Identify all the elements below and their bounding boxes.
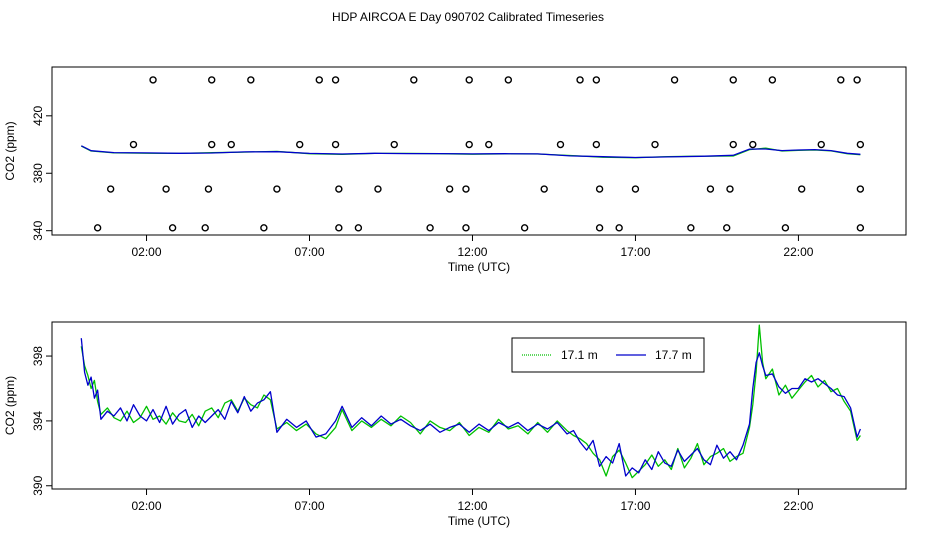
x-tick-label: 17:00: [620, 245, 650, 259]
calibration-marker: [426, 224, 434, 232]
calibration-marker: [390, 140, 398, 149]
calibration-marker: [462, 224, 470, 232]
calibration-marker: [768, 76, 777, 84]
y-axis-label: CO2 (ppm): [3, 376, 17, 435]
calibration-marker: [817, 140, 825, 149]
calibration-marker: [726, 185, 734, 193]
calibration-marker: [797, 185, 806, 193]
calibration-marker: [595, 224, 604, 232]
calibration-marker: [592, 140, 601, 149]
x-tick-label: 12:00: [457, 499, 487, 513]
calibration-marker: [615, 224, 623, 232]
calibration-marker: [335, 224, 343, 232]
x-axis-label: Time (UTC): [448, 260, 510, 274]
calibration-marker: [227, 140, 235, 149]
calibration-marker: [273, 185, 281, 193]
x-tick-label: 17:00: [620, 499, 650, 513]
x-tick-label: 02:00: [132, 245, 162, 259]
calibration-marker: [204, 185, 213, 193]
calibration-marker: [670, 76, 679, 84]
calibration-marker: [781, 224, 790, 232]
calibration-marker: [354, 224, 363, 232]
calibration-marker: [208, 140, 216, 149]
calibration-marker: [723, 224, 731, 232]
x-tick-label: 12:00: [457, 245, 487, 259]
series-line-17-7-m: [81, 145, 861, 159]
calibration-marker: [706, 185, 715, 193]
calibration-marker: [729, 76, 737, 84]
calibration-marker: [162, 185, 170, 193]
calibration-marker: [853, 76, 861, 84]
calibration-marker: [331, 76, 340, 84]
calibration-marker: [129, 140, 138, 149]
co2-markers-panel: 02:00 07:00 12:00 17:00 22:00 340 380 420 Time (…: [3, 66, 907, 274]
calibration-marker: [296, 140, 304, 149]
calibration-marker: [331, 140, 340, 149]
calibration-marker: [465, 140, 473, 149]
calibration-marker: [410, 76, 418, 84]
calibration-marker: [465, 76, 473, 84]
legend-label: 17.1 m: [561, 348, 598, 362]
calibration-marker: [260, 224, 268, 232]
calibration-marker: [149, 76, 157, 84]
calibration-marker: [592, 76, 601, 84]
co2-timeseries-panel: 02:00 07:00 12:00 17:00 22:00 390 394 398 Time (…: [3, 321, 907, 528]
calibration-marker: [520, 224, 529, 232]
plot-frame: [51, 321, 907, 490]
calibration-marker: [651, 140, 659, 149]
calibration-marker: [201, 224, 209, 232]
calibration-marker: [856, 185, 865, 193]
calibration-marker: [106, 185, 115, 193]
y-tick-label: 420: [31, 105, 45, 125]
legend-label: 17.7 m: [655, 348, 692, 362]
calibration-marker: [208, 76, 216, 84]
x-tick-label: 07:00: [294, 499, 324, 513]
calibration-marker: [556, 140, 565, 149]
calibration-marker: [837, 76, 845, 84]
x-axis-label: Time (UTC): [448, 514, 510, 528]
calibration-marker: [729, 140, 737, 149]
calibration-marker: [540, 185, 548, 193]
calibration-marker: [856, 140, 865, 149]
calibration-marker: [315, 76, 323, 84]
calibration-marker: [335, 185, 343, 193]
calibration-marker: [247, 76, 255, 84]
calibration-marker: [631, 185, 640, 193]
calibration-marker: [504, 76, 513, 84]
calibration-marker: [687, 224, 695, 232]
calibration-marker: [576, 76, 584, 84]
plot-frame: [51, 66, 907, 236]
calibration-marker: [374, 185, 382, 193]
calibration-marker: [595, 185, 604, 193]
calibration-marker: [856, 224, 865, 232]
calibration-marker: [485, 140, 493, 149]
calibration-marker: [445, 185, 454, 193]
y-axis-label: CO2 (ppm): [3, 121, 17, 180]
x-tick-label: 22:00: [783, 499, 813, 513]
y-tick-label: 380: [31, 163, 45, 183]
series-line-17-1-m: [80, 324, 861, 479]
y-tick-label: 340: [31, 220, 45, 240]
calibration-marker: [168, 224, 177, 232]
calibration-marker: [93, 224, 102, 232]
figure-title: HDP AIRCOA E Day 090702 Calibrated Times…: [332, 10, 604, 24]
series-line-17-7-m: [80, 338, 862, 477]
y-tick-label: 398: [31, 346, 45, 366]
y-tick-label: 394: [31, 411, 45, 431]
y-tick-label: 390: [31, 475, 45, 495]
calibration-marker: [749, 140, 757, 149]
x-tick-label: 02:00: [132, 499, 162, 513]
calibration-marker: [462, 185, 470, 193]
x-tick-label: 22:00: [783, 245, 813, 259]
x-tick-label: 07:00: [294, 245, 324, 259]
